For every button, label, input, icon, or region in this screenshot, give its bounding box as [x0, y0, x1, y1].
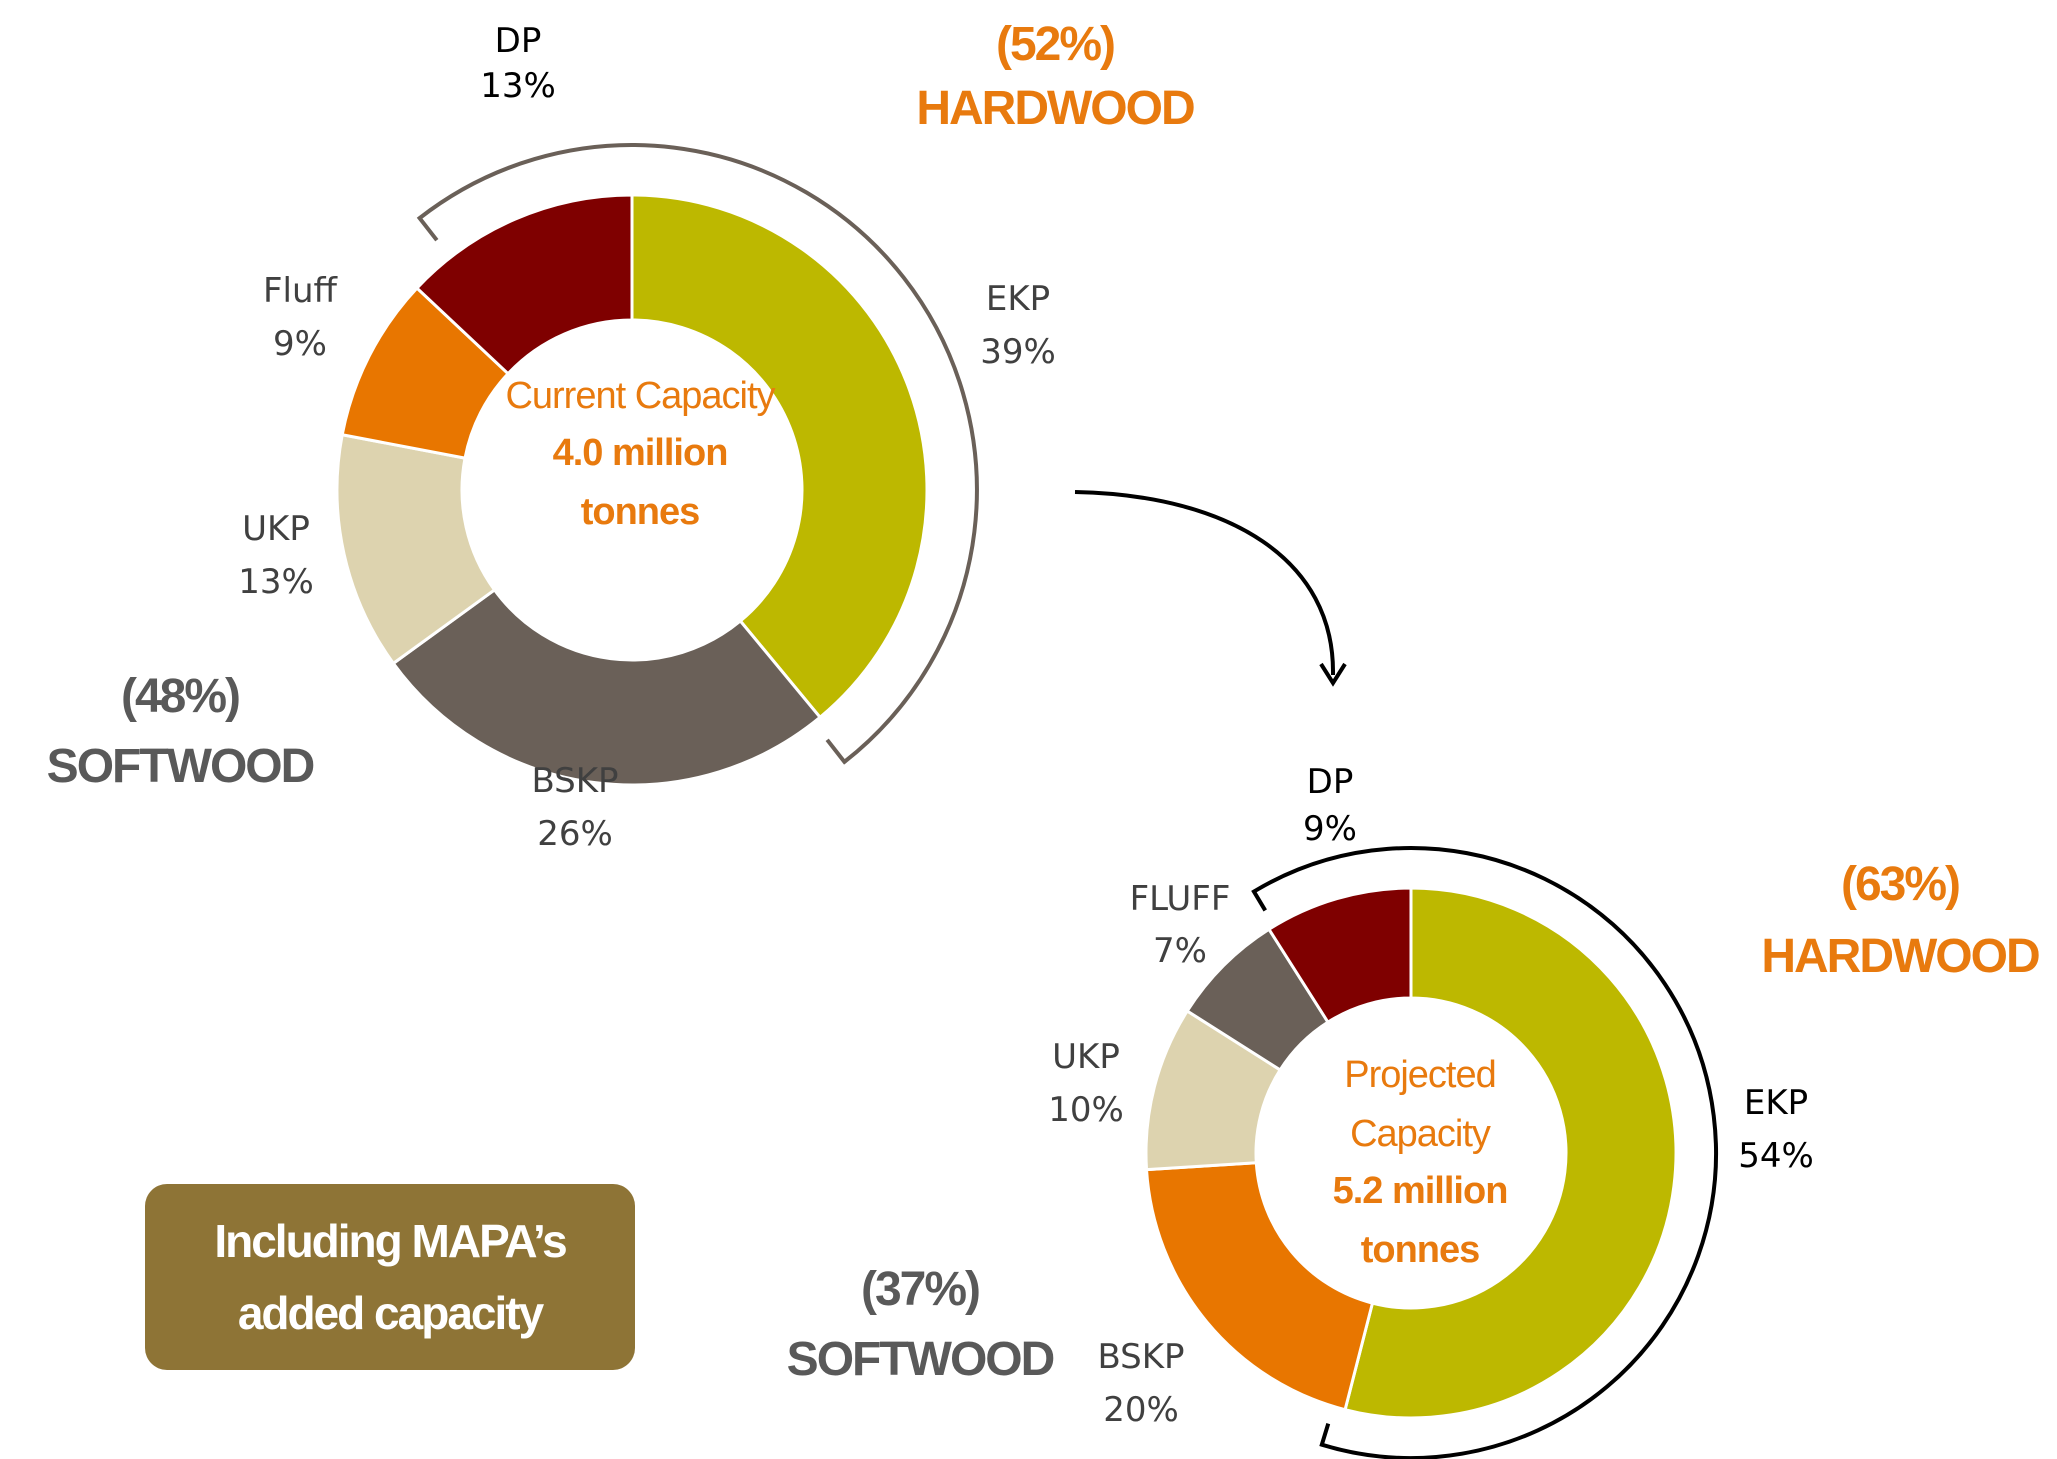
current-capacity-donut	[335, 143, 979, 787]
chart1-dp-label: DP	[495, 21, 542, 61]
chart2-slice-bskp	[1144, 1161, 1375, 1412]
chart1-bskp-label: BSKP	[531, 761, 618, 801]
chart2-bskp-value: 20%	[1103, 1390, 1179, 1430]
chart2-hardwood-label: HARDWOOD	[1761, 930, 2039, 983]
transition-arrow	[1074, 490, 1336, 676]
chart1-hardwood-label: HARDWOOD	[916, 82, 1194, 135]
chart2-slice-ekp	[1343, 886, 1678, 1420]
chart2-center-line2: Capacity	[1350, 1113, 1491, 1155]
chart2-center-line1: Projected	[1344, 1054, 1496, 1096]
chart1-hardwood-percent: (52%)	[996, 18, 1114, 71]
chart2-fluff-label: FLUFF	[1130, 879, 1231, 919]
chart1-dp-value: 13%	[480, 66, 556, 106]
chart1-ekp-label: EKP	[986, 279, 1050, 319]
chart1-ukp-label: UKP	[242, 509, 310, 549]
chart2-bskp-label: BSKP	[1097, 1337, 1184, 1377]
callout-line-2: added capacity	[237, 1287, 544, 1339]
chart2-fluff-value: 7%	[1153, 931, 1207, 971]
chart1-bskp-value: 26%	[537, 814, 613, 854]
projected-capacity-donut	[1144, 846, 1718, 1459]
chart1-center-line3: tonnes	[581, 491, 700, 533]
chart1-center-line2: 4.0 million	[553, 432, 728, 474]
chart1-slice-dp	[414, 193, 634, 376]
chart1-ekp-value: 39%	[980, 332, 1056, 372]
chart2-ekp-label: EKP	[1744, 1083, 1808, 1123]
chart2-dp-label: DP	[1307, 762, 1354, 802]
chart2-dp-value: 9%	[1303, 809, 1357, 849]
chart2-softwood-label: SOFTWOOD	[787, 1333, 1054, 1386]
chart2-softwood-percent: (37%)	[861, 1263, 979, 1316]
chart2-ukp-value: 10%	[1048, 1090, 1124, 1130]
chart1-ukp-value: 13%	[238, 562, 314, 602]
mapa-capacity-callout: Including MAPA’s added capacity	[145, 1184, 635, 1370]
chart2-ukp-label: UKP	[1052, 1037, 1120, 1077]
chart2-ekp-value: 54%	[1738, 1136, 1814, 1176]
chart2-hardwood-bracket	[1251, 846, 1718, 1459]
chart1-slice-ekp	[630, 193, 929, 720]
chart1-softwood-percent: (48%)	[121, 670, 239, 723]
chart1-center-line1: Current Capacity	[505, 375, 775, 417]
chart1-fluff-label: Fluff	[263, 271, 339, 311]
chart1-slice-bskp	[391, 587, 823, 787]
chart2-slice-dp	[1266, 886, 1413, 1025]
chart1-hardwood-bracket	[416, 143, 979, 765]
chart1-fluff-value: 9%	[273, 324, 327, 364]
chart2-center-line4: tonnes	[1361, 1229, 1480, 1271]
chart2-center-line3: 5.2 million	[1333, 1170, 1508, 1212]
chart2-hardwood-percent: (63%)	[1841, 858, 1959, 911]
arrow-head	[1319, 662, 1347, 687]
callout-line-1: Including MAPA’s	[214, 1215, 567, 1267]
chart1-softwood-label: SOFTWOOD	[47, 740, 314, 793]
